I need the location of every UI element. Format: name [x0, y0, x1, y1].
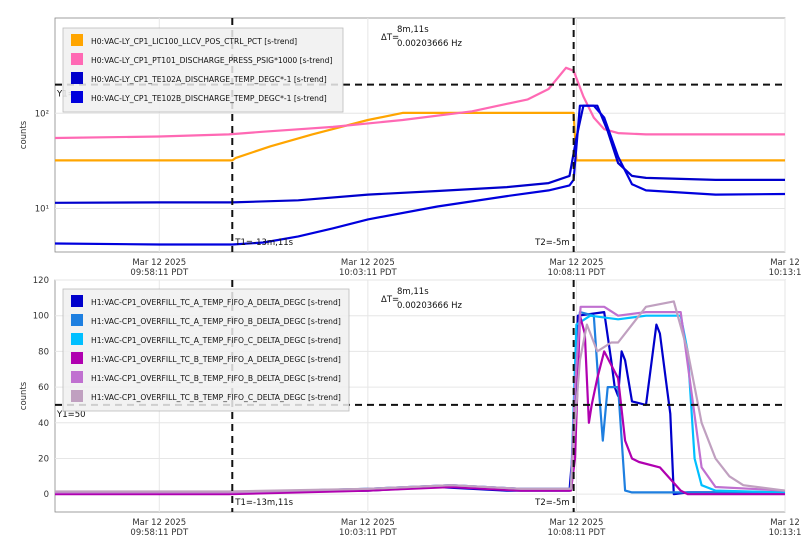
legend-swatch[interactable]	[71, 333, 83, 345]
series-line	[55, 66, 785, 140]
legend-entry[interactable]: H1:VAC-CP1_OVERFILL_TC_B_TEMP_FIFO_B_DEL…	[91, 374, 341, 383]
series-line	[55, 314, 785, 496]
legend-entry[interactable]: H0:VAC-LY_CP1_PT101_DISCHARGE_PRESS_PSIG…	[91, 56, 333, 65]
legend-entry[interactable]: H0:VAC-LY_CP1_LIC100_LLCV_POS_CTRL_PCT […	[91, 37, 297, 46]
legend-entry[interactable]: H1:VAC-CP1_OVERFILL_TC_A_TEMP_FIFO_C_DEL…	[91, 336, 341, 345]
series-line	[55, 104, 785, 246]
t1-cursor-label: T1=-13m,11s	[234, 238, 293, 248]
x-tick-label: 10:03:11 PDT	[339, 268, 398, 278]
y-tick-label: 0	[44, 490, 49, 500]
y-cursor-label: Y1=50	[56, 410, 86, 420]
legend-swatch[interactable]	[71, 91, 83, 103]
x-tick-label: Mar 12 2025	[549, 258, 603, 268]
legend-swatch[interactable]	[71, 72, 83, 84]
y-tick-label: 60	[38, 383, 49, 393]
delta-t-label: ΔT=	[381, 33, 399, 43]
legend-entry[interactable]: H1:VAC-CP1_OVERFILL_TC_A_TEMP_FIFO_B_DEL…	[91, 317, 341, 326]
x-tick-label: Mar 12 2025	[341, 258, 395, 268]
y-tick-label: 80	[38, 347, 49, 357]
x-tick-label: 10:13:1	[769, 528, 802, 538]
x-tick-label: Mar 12 2025	[549, 518, 603, 528]
legend-entry[interactable]: H1:VAC-CP1_OVERFILL_TC_B_TEMP_FIFO_A_DEL…	[91, 355, 341, 364]
y-tick-label: 20	[38, 454, 49, 464]
legend-box	[62, 27, 344, 113]
x-tick-label: 10:03:11 PDT	[339, 528, 398, 538]
delta-t-label: ΔT=	[381, 295, 399, 305]
y-axis-label: counts	[19, 381, 29, 410]
y-tick-label: 100	[33, 312, 49, 322]
t2-cursor-label: T2=-5m	[534, 238, 569, 248]
x-tick-label: 09:58:11 PDT	[130, 268, 189, 278]
x-tick-label: Mar 12	[770, 518, 800, 528]
x-tick-label: Mar 12	[770, 258, 800, 268]
legend-entry[interactable]: H1:VAC-CP1_OVERFILL_TC_A_TEMP_FIFO_A_DEL…	[91, 298, 341, 307]
legend-swatch[interactable]	[71, 295, 83, 307]
legend-swatch[interactable]	[71, 352, 83, 364]
x-tick-label: Mar 12 2025	[132, 518, 186, 528]
x-tick-label: 10:08:11 PDT	[548, 528, 607, 538]
legend-entry[interactable]: H0:VAC-LY_CP1_TE102B_DISCHARGE_TEMP_DEGC…	[91, 94, 327, 103]
y-axis-label: counts	[19, 120, 29, 149]
x-tick-label: 10:08:11 PDT	[548, 268, 607, 278]
legend-entry[interactable]: H1:VAC-CP1_OVERFILL_TC_B_TEMP_FIFO_C_DEL…	[91, 393, 341, 402]
delta-t-frequency: 0.00203666 Hz	[397, 39, 462, 49]
delta-t-value: 8m,11s	[397, 25, 429, 35]
legend-swatch[interactable]	[71, 53, 83, 65]
x-tick-label: 10:13:1	[769, 268, 802, 278]
y-tick-label: 40	[38, 419, 49, 429]
legend-swatch[interactable]	[71, 314, 83, 326]
t1-cursor-label: T1=-13m,11s	[234, 498, 293, 508]
x-tick-label: 09:58:11 PDT	[130, 528, 189, 538]
x-tick-label: Mar 12 2025	[341, 518, 395, 528]
legend-swatch[interactable]	[71, 34, 83, 46]
delta-t-frequency: 0.00203666 Hz	[397, 301, 462, 311]
legend-box	[62, 288, 350, 412]
y-tick-label: 120	[33, 276, 49, 286]
legend-swatch[interactable]	[71, 390, 83, 402]
series-line	[55, 300, 785, 493]
x-tick-label: Mar 12 2025	[132, 258, 186, 268]
legend-swatch[interactable]	[71, 371, 83, 383]
y-tick-label: 10²	[35, 109, 49, 119]
t2-cursor-label: T2=-5m	[534, 498, 569, 508]
delta-t-value: 8m,11s	[397, 287, 429, 297]
legend-entry[interactable]: H0:VAC-LY_CP1_TE102A_DISCHARGE_TEMP_DEGC…	[91, 75, 327, 84]
y-tick-label: 10¹	[35, 205, 49, 215]
